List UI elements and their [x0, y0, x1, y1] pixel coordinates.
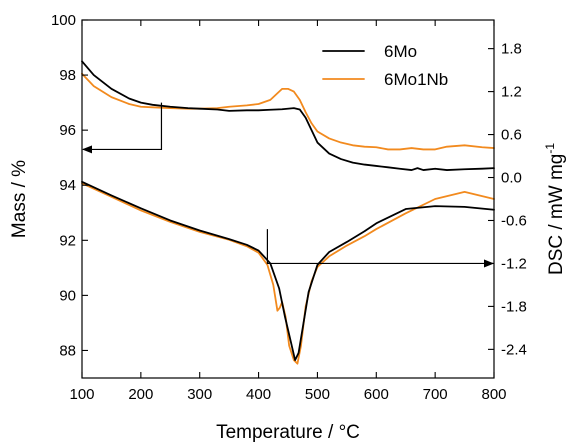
series-line-6Mo-mass	[81, 60, 495, 171]
legend-label-6Mo: 6Mo	[384, 42, 417, 61]
left-y-axis: 88 90 92 94 96 98 100	[51, 12, 88, 359]
left-y-tick-label: 88	[59, 342, 76, 359]
series-layer	[81, 60, 495, 365]
left-y-tick-label: 98	[59, 67, 76, 84]
legend: 6Mo 6Mo1Nb	[322, 42, 448, 89]
right-y-tick-label: -1.2	[501, 255, 527, 272]
x-tick-label: 200	[128, 386, 153, 403]
right-y-tick-label: 1.2	[501, 84, 522, 101]
right-y-axis-title: DSC / mW mg-1	[543, 143, 567, 275]
plot-frame	[81, 19, 495, 379]
right-y-axis: -2.4 -1.8 -1.2 -0.6 0.0 0.6 1.2 1.8	[488, 41, 527, 358]
x-tick-label: 500	[305, 386, 330, 403]
right-y-tick-label: 0.0	[501, 170, 522, 187]
left-y-axis-title: Mass / %	[9, 160, 30, 238]
left-y-tick-label: 100	[51, 12, 76, 29]
right-y-tick-label: -0.6	[501, 212, 527, 229]
axis-pointer-arrow-right	[266, 229, 494, 268]
annotation-layer	[82, 102, 494, 268]
right-y-tick-label: 0.6	[501, 127, 522, 144]
x-tick-label: 400	[246, 386, 271, 403]
x-tick-label: 700	[423, 386, 448, 403]
right-y-tick-label: -2.4	[501, 341, 527, 358]
axis-pointer-arrow-left	[82, 102, 163, 154]
right-y-axis-title-main: DSC / mW mg	[546, 154, 567, 275]
right-y-tick-label: -1.8	[501, 298, 527, 315]
right-y-tick-label: 1.8	[501, 41, 522, 58]
series-line-6Mo1Nb-mass	[81, 72, 495, 151]
x-tick-label: 300	[187, 386, 212, 403]
x-axis-title: Temperature / °C	[216, 422, 360, 443]
series-line-6Mo-dsc	[81, 180, 495, 361]
legend-label-6Mo1Nb: 6Mo1Nb	[384, 70, 448, 89]
x-tick-label: 800	[481, 386, 506, 403]
series-line-6Mo1Nb-dsc	[81, 182, 495, 365]
left-y-tick-label: 90	[59, 287, 76, 304]
left-y-tick-label: 96	[59, 122, 76, 139]
x-tick-label: 600	[364, 386, 389, 403]
x-axis: 100 200 300 400 500 600 700 800	[69, 20, 507, 403]
left-y-tick-label: 94	[59, 177, 76, 194]
left-y-tick-label: 92	[59, 232, 76, 249]
right-y-axis-title-superscript: -1	[543, 143, 557, 154]
x-tick-label: 100	[69, 386, 94, 403]
